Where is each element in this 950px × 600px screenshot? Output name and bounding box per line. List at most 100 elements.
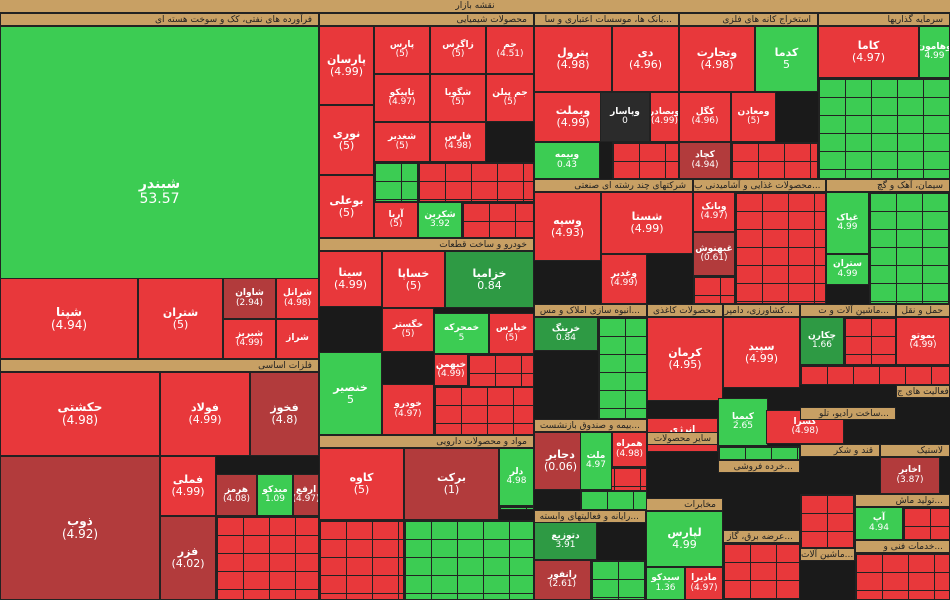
sector-header[interactable]: ماشین آلات و ت... [800,304,896,317]
treemap-tile[interactable]: جم (4.51) [486,26,534,74]
minor-tile-cluster[interactable] [718,446,800,460]
treemap-tile[interactable]: زاگرس (5) [430,26,486,74]
treemap-tile[interactable]: سیتا (4.99) [319,251,382,307]
sector-header[interactable]: کشاورزی، دامپر... [723,304,800,317]
minor-tile-cluster[interactable] [404,520,534,600]
treemap-tile[interactable]: کاما (4.97) [818,26,919,78]
treemap-tile[interactable]: وغدیر (4.99) [601,254,647,304]
sector-header[interactable]: خرده فروشی... [718,460,800,473]
treemap-tile[interactable]: آپ 4.94 [855,507,903,540]
minor-tile-cluster[interactable] [844,317,896,365]
treemap-tile[interactable]: وسپه (4.93) [534,192,601,261]
sector-header[interactable]: فلزات اساسی [0,359,319,372]
treemap-tile[interactable]: مادیرا (4.97) [685,567,723,600]
treemap-tile[interactable]: دلر 4.98 [499,448,534,506]
treemap-tile[interactable]: شگویا (5) [430,74,486,122]
sector-header[interactable]: لاستیک [880,444,950,457]
minor-tile-cluster[interactable] [591,560,646,600]
treemap-tile[interactable]: خنصیر 5 [319,352,382,435]
treemap-tile[interactable]: کاوه (5) [319,448,404,520]
treemap-tile[interactable]: اخابر (3.87) [880,457,940,494]
treemap-tile[interactable]: شستا (4.99) [601,192,693,254]
minor-tile-cluster[interactable] [800,365,950,385]
treemap-tile[interactable]: ملت 4.97 [580,432,612,490]
treemap-tile[interactable]: آریا (5) [374,202,418,238]
sector-header[interactable]: تولید ماش... [855,494,950,507]
minor-tile-cluster[interactable] [723,543,800,600]
sector-header[interactable]: خدمات فنی و... [855,540,950,553]
minor-tile-cluster[interactable] [800,494,855,548]
treemap-tile[interactable]: ارفع (4.97) [293,474,319,516]
treemap-tile[interactable]: خودرو (4.97) [382,384,434,435]
sector-header[interactable]: رایانه و فعالیتهای وابسته... [534,510,646,523]
treemap-tile[interactable]: کدما 5 [755,26,818,92]
treemap-tile[interactable]: شپنا (4.94) [0,278,138,359]
treemap-tile[interactable]: کچاد (4.94) [679,142,731,179]
minor-tile-cluster[interactable] [462,202,534,238]
minor-tile-cluster[interactable] [319,520,404,600]
sector-header[interactable]: بیمه و صندوق بازنشست... [534,419,647,432]
treemap-tile[interactable]: برکت (1) [404,448,499,520]
treemap-tile[interactable]: وپاسار 0 [600,92,650,142]
treemap-tile[interactable]: شغدیر (5) [374,122,430,162]
sector-header[interactable]: محصولات شیمیایی [319,13,534,26]
treemap-tile[interactable]: وتجارت (4.98) [679,26,755,92]
sector-header[interactable]: عرضه برق، گاز... [723,530,800,543]
treemap-tile[interactable]: پارس (5) [374,26,430,74]
treemap-tile[interactable]: لپارس 4.99 [646,511,723,567]
treemap-tile[interactable]: فولاد (4.99) [160,372,250,456]
minor-tile-cluster[interactable] [499,506,534,510]
minor-tile-cluster[interactable] [693,276,735,304]
treemap-tile[interactable]: خزامیا 0.84 [445,251,534,308]
treemap-tile[interactable]: خپارس (5) [489,313,534,354]
sector-header[interactable]: خودرو و ساخت قطعات [319,238,534,251]
treemap-tile[interactable]: میدکو 1.09 [257,474,293,516]
minor-tile-cluster[interactable] [855,553,950,600]
treemap-tile[interactable]: وبانک (4.97) [693,192,735,232]
sector-header[interactable]: حمل و نقل [896,304,950,317]
sector-header[interactable]: محصولات غذایی و آشامیدنی ب... [693,179,826,192]
treemap-tile[interactable]: کیمیا 2.65 [718,398,768,446]
sector-header[interactable]: فعالیت های ج... [896,385,950,398]
treemap-tile[interactable]: کرمان (4.95) [647,317,723,401]
treemap-tile[interactable]: بوعلی (5) [319,175,374,238]
minor-tile-cluster[interactable] [735,192,826,304]
treemap-tile[interactable]: فارس (4.98) [430,122,486,162]
treemap-tile[interactable]: جم پیلن (5) [486,74,534,122]
treemap-tile[interactable]: شتران (5) [138,278,223,359]
treemap-tile[interactable]: وهامون 4.99 [919,26,950,78]
minor-tile-cluster[interactable] [434,386,534,435]
treemap-tile[interactable]: هرمز (4.08) [216,474,257,516]
sector-header[interactable]: ماشین آلات... [800,548,855,561]
sector-header[interactable]: سیمان، آهک و گچ [826,179,950,192]
treemap-tile[interactable]: حکشتی (4.98) [0,372,160,456]
minor-tile-cluster[interactable] [216,516,319,600]
treemap-tile[interactable]: ومعادن (5) [731,92,776,142]
minor-tile-cluster[interactable] [731,142,818,179]
treemap-tile[interactable]: دی (4.96) [612,26,679,92]
sector-header[interactable]: بانک ها، موسسات اعتباری و سا... [534,13,679,26]
sector-header[interactable]: انبوه سازی املاک و مس... [534,304,647,317]
treemap-tile[interactable]: فخوز (4.8) [250,372,319,456]
minor-tile-cluster[interactable] [418,162,534,202]
minor-tile-cluster[interactable] [612,142,679,179]
treemap-tile[interactable]: فملی (4.99) [160,456,216,516]
minor-tile-cluster[interactable] [818,78,950,179]
sector-header[interactable]: مواد و محصولات دارویی [319,435,534,448]
treemap-tile[interactable]: غپاک 4.99 [826,192,869,254]
treemap-tile[interactable]: خمحرکه 5 [434,313,489,354]
treemap-tile[interactable]: رانفور (2.61) [534,560,591,600]
treemap-tile[interactable]: شکربن 3.92 [418,202,462,238]
treemap-tile[interactable]: پارسان (4.99) [319,26,374,105]
treemap-tile[interactable]: سیدکو 1.36 [646,567,685,600]
treemap-tile[interactable]: خبهمن (4.99) [434,354,468,386]
treemap-tile[interactable]: چکارن 1.66 [800,317,844,365]
treemap-tile[interactable]: خساپا (5) [382,251,445,308]
treemap-tile[interactable]: کگل (4.96) [679,92,731,142]
treemap-tile[interactable]: پترول (4.98) [534,26,612,92]
minor-tile-cluster[interactable] [374,162,418,202]
treemap-tile[interactable]: تاپیکو (4.97) [374,74,430,122]
treemap-tile[interactable]: شاوان (2.94) [223,278,276,319]
sector-header[interactable]: قند و شکر [800,444,880,457]
sector-header[interactable]: شرکتهای چند رشته ای صنعتی [534,179,693,192]
